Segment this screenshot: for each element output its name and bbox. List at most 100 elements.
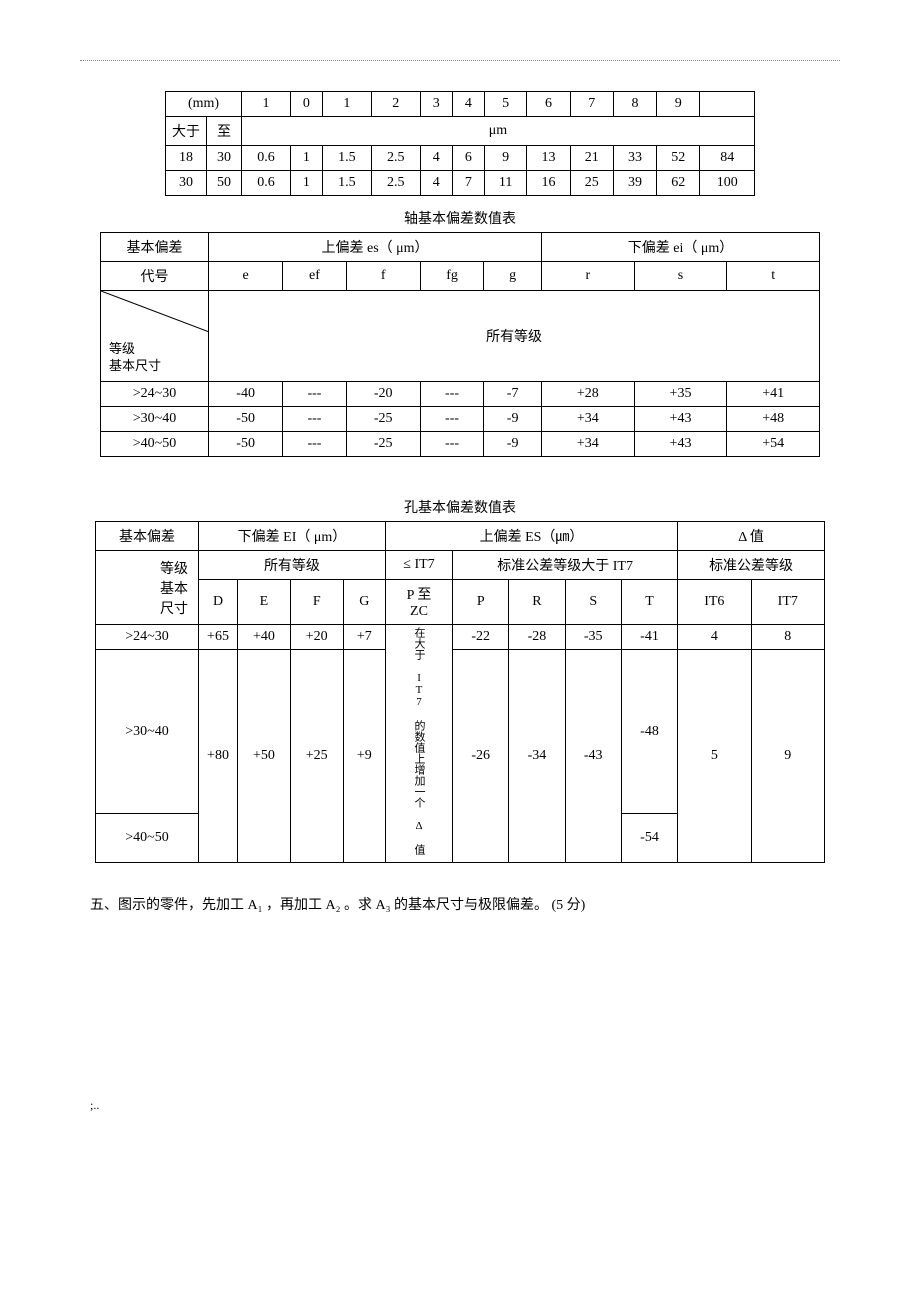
cell: -20 [346, 382, 420, 407]
cell: >30~40 [96, 650, 199, 814]
cell: 0.6 [242, 171, 291, 196]
cell: 84 [700, 146, 755, 171]
table-row: 基本偏差 上偏差 es（ μm） 下偏差 ei（ μm） [101, 233, 820, 262]
cell: 所有等级 [199, 551, 386, 580]
cell: 4 [678, 625, 751, 650]
table-row: >24~30 -40 --- -20 --- -7 +28 +35 +41 [101, 382, 820, 407]
cell: 50 [207, 171, 242, 196]
cell: --- [283, 382, 346, 407]
cell: -54 [621, 814, 677, 863]
cell: IT6 [678, 580, 751, 625]
table-row: >30~40 -50 --- -25 --- -9 +34 +43 +48 [101, 407, 820, 432]
cell: -9 [484, 432, 542, 457]
cell: 等级 基本 尺寸 [96, 551, 199, 625]
tolerance-table-1: (mm) 1 0 1 2 3 4 5 6 7 8 9 大于 至 μm 18 30… [165, 91, 755, 196]
cell: -25 [346, 432, 420, 457]
cell: +50 [238, 650, 291, 863]
table-row: 18 30 0.6 1 1.5 2.5 4 6 9 13 21 33 52 84 [166, 146, 755, 171]
cell: 11 [484, 171, 526, 196]
cell: Δ 值 [678, 522, 825, 551]
cell: 标准公差等级 [678, 551, 825, 580]
cell: 3 [420, 92, 452, 117]
cell: 9 [751, 650, 824, 863]
cell: 9 [484, 146, 526, 171]
vertical-note: 在大于 IT7 的数值上增加一个 Δ 值 [413, 627, 425, 855]
cell: (mm) [166, 92, 242, 117]
cell: 上偏差 es（ μm） [209, 233, 542, 262]
cell: +7 [343, 625, 385, 650]
diag-bottom-label: 等级 基本尺寸 [109, 341, 161, 375]
cell: -41 [621, 625, 677, 650]
cell: ≤ IT7 [385, 551, 452, 580]
cell: P [453, 580, 509, 625]
cell: 1 [322, 92, 371, 117]
cell: 基本偏差 [96, 522, 199, 551]
cell: IT7 [751, 580, 824, 625]
cell: --- [283, 407, 346, 432]
table-row: 代号 e ef f fg g r s t [101, 262, 820, 291]
cell: -22 [453, 625, 509, 650]
cell: 1 [242, 92, 291, 117]
cell: 8 [613, 92, 656, 117]
cell: +35 [634, 382, 727, 407]
cell: fg [420, 262, 483, 291]
cell: s [634, 262, 727, 291]
cell: >30~40 [101, 407, 209, 432]
cell: 62 [657, 171, 700, 196]
cell: 下偏差 ei（ μm） [542, 233, 820, 262]
cell: e [209, 262, 283, 291]
cell: 6 [452, 146, 484, 171]
cell: ef [283, 262, 346, 291]
cell: >40~50 [101, 432, 209, 457]
cell: >40~50 [96, 814, 199, 863]
cell: +34 [542, 407, 635, 432]
cell: 25 [570, 171, 613, 196]
cell: 4 [420, 146, 452, 171]
cell: 1.5 [322, 146, 371, 171]
cell: 18 [166, 146, 207, 171]
cell: 7 [570, 92, 613, 117]
cell: >24~30 [101, 382, 209, 407]
cell: G [343, 580, 385, 625]
table-row: 30 50 0.6 1 1.5 2.5 4 7 11 16 25 39 62 1… [166, 171, 755, 196]
cell: 标准公差等级大于 IT7 [453, 551, 678, 580]
cell: 16 [527, 171, 570, 196]
cell: 5 [678, 650, 751, 863]
cell: 7 [452, 171, 484, 196]
cell: 9 [657, 92, 700, 117]
cell: +20 [290, 625, 343, 650]
shaft-deviation-table: 基本偏差 上偏差 es（ μm） 下偏差 ei（ μm） 代号 e ef f f… [100, 232, 820, 457]
cell: +41 [727, 382, 820, 407]
cell: 1.5 [322, 171, 371, 196]
cell: -28 [509, 625, 565, 650]
cell: 下偏差 EI（ μm） [199, 522, 386, 551]
cell: --- [420, 432, 483, 457]
cell: >24~30 [96, 625, 199, 650]
hole-deviation-table: 基本偏差 下偏差 EI（ μm） 上偏差 ES（㎛） Δ 值 等级 基本 尺寸 … [95, 521, 825, 863]
cell: 6 [527, 92, 570, 117]
cell: -50 [209, 407, 283, 432]
cell: +80 [199, 650, 238, 863]
cell: +54 [727, 432, 820, 457]
cell: -9 [484, 407, 542, 432]
cell: 2.5 [371, 171, 420, 196]
cell [700, 92, 755, 117]
cell: --- [420, 382, 483, 407]
cell: 39 [613, 171, 656, 196]
cell: 至 [207, 117, 242, 146]
cell: 上偏差 ES（㎛） [385, 522, 677, 551]
cell: 2 [371, 92, 420, 117]
cell: 所有等级 [209, 291, 820, 382]
cell: S [565, 580, 621, 625]
cell: 基本偏差 [101, 233, 209, 262]
cell: R [509, 580, 565, 625]
cell: -7 [484, 382, 542, 407]
cell: +28 [542, 382, 635, 407]
table-2-caption: 轴基本偏差数值表 [80, 208, 840, 228]
cell: -50 [209, 432, 283, 457]
cell: --- [420, 407, 483, 432]
cell: 52 [657, 146, 700, 171]
cell: +25 [290, 650, 343, 863]
cell: +48 [727, 407, 820, 432]
cell: 13 [527, 146, 570, 171]
